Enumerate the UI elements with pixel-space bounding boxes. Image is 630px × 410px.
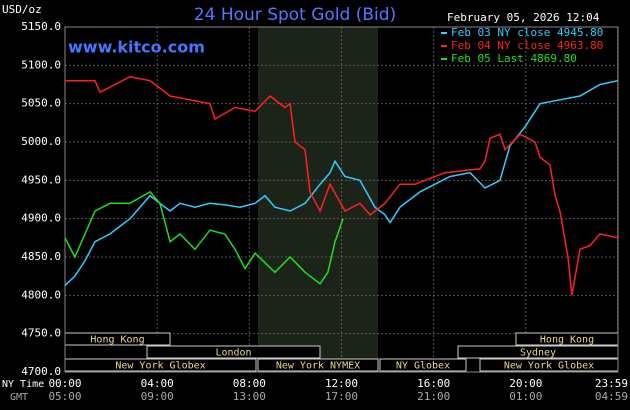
y-tick-label: 5000.0 (21, 135, 61, 148)
timestamp: February 05, 2026 12:04 (447, 11, 600, 24)
legend-entry: Feb 05 Last 4869.80 (451, 52, 577, 65)
legend-entry: Feb 04 NY close 4963.80 (451, 39, 603, 52)
session-label: New York Globex (115, 361, 205, 372)
y-tick-label: 4950.0 (21, 173, 61, 186)
session-label: New York NYMEX (276, 361, 360, 372)
x-tick-label-gmt: 01:00 (509, 390, 542, 403)
x-axis-label-gmt: GMT (10, 392, 28, 403)
x-tick-label-gmt: 09:00 (141, 390, 174, 403)
x-axis-label: NY Time (2, 379, 44, 390)
session-label: Hong Kong (90, 335, 144, 346)
nymex-shade (258, 27, 378, 372)
x-tick-label-gmt: 04:59 (595, 390, 628, 403)
y-tick-label: 5050.0 (21, 97, 61, 110)
session-label: Sydney (520, 348, 556, 359)
y-tick-label: 4800.0 (21, 288, 61, 301)
session-label: NY Globex (396, 361, 450, 372)
website: www.kitco.com (68, 38, 205, 57)
y-tick-label: 4750.0 (21, 327, 61, 340)
x-tick-label: 04:00 (141, 377, 174, 390)
y-tick-label: 4900.0 (21, 212, 61, 225)
session-box (146, 345, 321, 359)
session-label: Hong Kong (540, 335, 594, 346)
price-line (64, 79, 619, 286)
x-tick-label: 20:00 (509, 377, 542, 390)
plot-frame (64, 26, 619, 373)
session-label: New York Globex (504, 361, 594, 372)
y-tick-label: 5150.0 (21, 20, 61, 33)
units: USD/oz (2, 3, 42, 16)
x-tick-label-gmt: 17:00 (325, 390, 358, 403)
session-box (257, 358, 379, 372)
x-tick-label: 12:00 (325, 377, 358, 390)
y-tick-label: 4700.0 (21, 365, 61, 378)
price-line (65, 76, 619, 296)
session-box (379, 358, 467, 372)
y-tick-label: 4850.0 (21, 250, 61, 263)
x-tick-label-gmt: 21:00 (417, 390, 450, 403)
x-tick-label: 08:00 (233, 377, 266, 390)
y-tick-label: 5100.0 (21, 58, 61, 71)
x-tick-label: 00:00 (48, 377, 81, 390)
x-tick-label-gmt: 05:00 (48, 390, 81, 403)
chart-title: 24 Hour Spot Gold (Bid) (194, 5, 396, 25)
x-tick-label: 16:00 (417, 377, 450, 390)
x-tick-label: 23:59 (595, 377, 628, 390)
session-label: London (215, 348, 251, 359)
x-tick-label-gmt: 13:00 (233, 390, 266, 403)
price-line (64, 190, 344, 285)
legend-entry: Feb 03 NY close 4945.80 (451, 26, 603, 39)
